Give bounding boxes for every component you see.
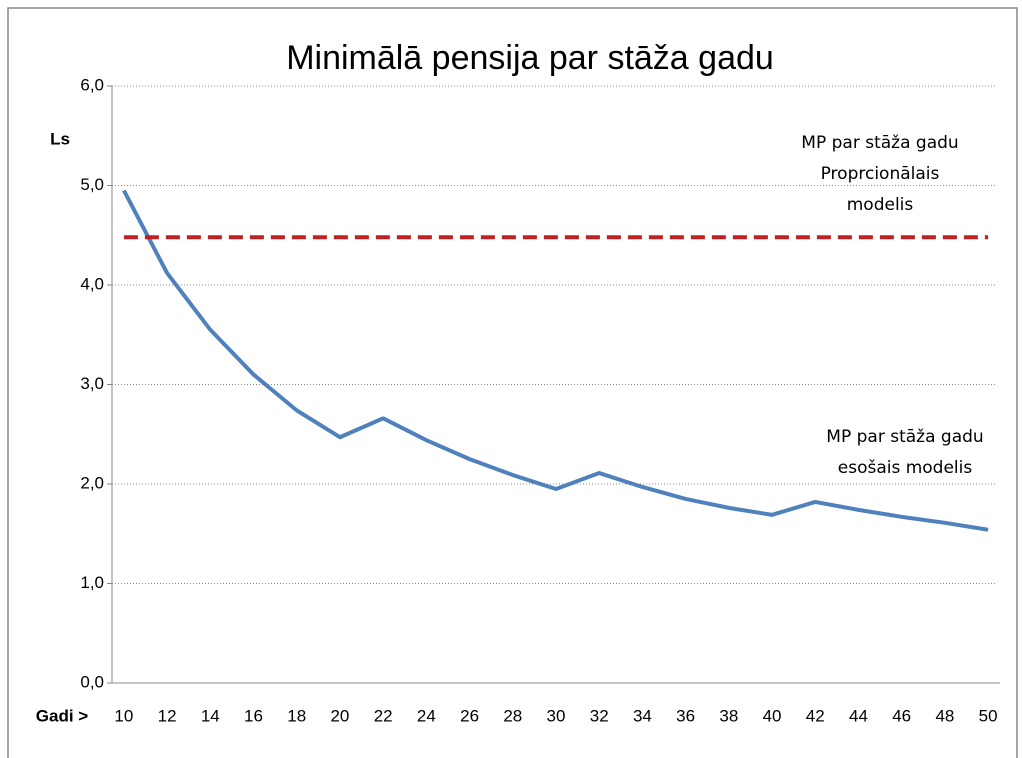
x-tick-label: 46 (892, 706, 911, 725)
x-tick-label: 40 (763, 706, 782, 725)
y-tick-label: 0,0 (80, 672, 104, 691)
y-tick-label: 3,0 (80, 374, 104, 393)
series-line (122, 189, 989, 532)
x-tick-label: 14 (201, 706, 220, 725)
chart-title: Minimālā pensija par stāža gadu (286, 39, 774, 77)
x-tick-label: 16 (244, 706, 263, 725)
y-tick-label: 2,0 (80, 473, 104, 492)
x-tick-label: 48 (935, 706, 954, 725)
annotation: esošais modelis (838, 458, 973, 478)
x-axis-label: Gadi > (36, 706, 89, 725)
x-tick-label: 24 (417, 706, 436, 725)
y-axis-label: Ls (50, 129, 70, 148)
x-tick-label: 42 (806, 706, 825, 725)
x-tick-label: 22 (374, 706, 393, 725)
y-tick-label: 4,0 (80, 274, 104, 293)
annotation: Proprcionālais (821, 164, 940, 184)
x-tick-label: 38 (719, 706, 738, 725)
chart-frame (7, 7, 1018, 758)
x-tick-label: 18 (287, 706, 306, 725)
x-tick-label: 36 (676, 706, 695, 725)
annotation: MP par stāža gadu (826, 427, 983, 447)
x-tick-label: 30 (547, 706, 566, 725)
y-tick-label: 5,0 (80, 175, 104, 194)
x-tick-label: 28 (503, 706, 522, 725)
x-tick-label: 26 (460, 706, 479, 725)
x-tick-label: 12 (158, 706, 177, 725)
y-tick-label: 1,0 (80, 573, 104, 592)
y-tick-label: 6,0 (80, 75, 104, 94)
annotation: MP par stāža gadu (801, 133, 958, 153)
x-tick-label: 44 (849, 706, 868, 725)
annotation: modelis (847, 195, 914, 215)
x-tick-label: 50 (979, 706, 998, 725)
x-tick-label: 32 (590, 706, 609, 725)
x-tick-label: 10 (114, 706, 133, 725)
x-tick-label: 34 (633, 706, 652, 725)
x-tick-label: 20 (330, 706, 349, 725)
